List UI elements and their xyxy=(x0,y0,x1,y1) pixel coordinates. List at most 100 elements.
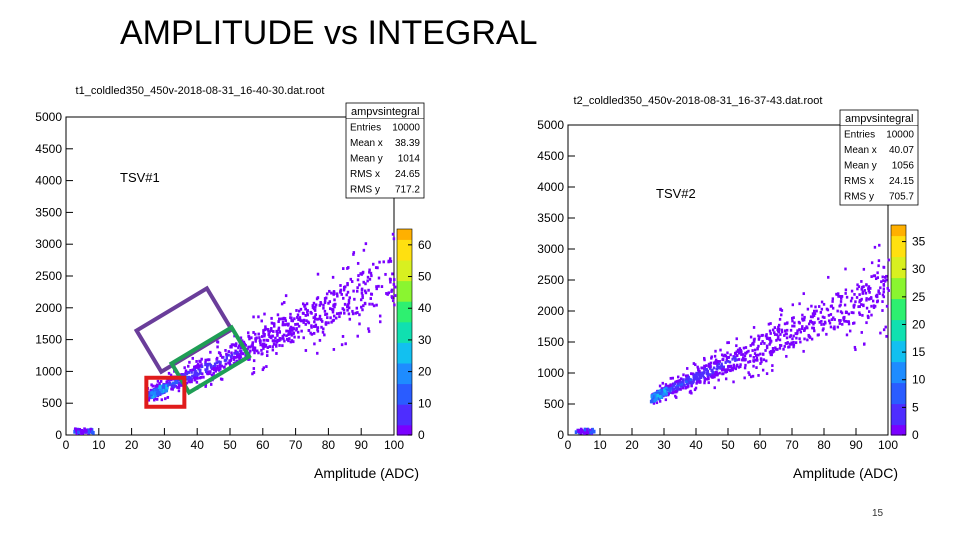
band-cell xyxy=(184,371,187,375)
band-cell xyxy=(276,339,279,343)
band-cell xyxy=(204,370,208,374)
band-cell xyxy=(728,368,732,372)
y-tick-label-tsv1-2: 1000 xyxy=(35,364,62,378)
y-tick-label-tsv2-7: 3500 xyxy=(537,211,564,225)
band-cell xyxy=(882,328,886,332)
x-tick-label-tsv2-5: 50 xyxy=(721,438,735,452)
band-cell xyxy=(761,368,765,372)
band-cell xyxy=(290,319,293,323)
colorbar-segment xyxy=(891,277,906,284)
band-cell xyxy=(696,375,699,379)
band-cell xyxy=(286,329,290,333)
band-cell xyxy=(813,329,816,333)
band-cell xyxy=(705,372,709,375)
band-cell xyxy=(244,343,247,347)
band-cell xyxy=(154,384,157,388)
colorbar-segment xyxy=(891,356,906,363)
band-cell xyxy=(265,354,269,357)
band-cell xyxy=(749,344,752,347)
band-cell xyxy=(694,377,697,380)
band-cell xyxy=(785,322,789,325)
band-cell xyxy=(295,327,298,331)
band-cell xyxy=(718,371,721,375)
band-cell xyxy=(206,372,210,376)
band-cell xyxy=(299,319,303,323)
hotspot-cell xyxy=(162,383,166,388)
band-cell xyxy=(862,285,865,289)
band-cell xyxy=(219,367,222,371)
band-cell xyxy=(820,307,824,311)
band-cell xyxy=(854,300,857,304)
band-cell xyxy=(820,319,823,323)
band-cell xyxy=(342,308,346,312)
band-cell xyxy=(776,333,779,337)
band-cell xyxy=(812,314,816,317)
band-cell xyxy=(313,320,316,324)
band-cell xyxy=(194,365,198,368)
hotspot-cell xyxy=(158,385,162,389)
band-cell xyxy=(690,372,693,376)
band-cell xyxy=(867,310,871,314)
band-cell xyxy=(331,310,335,314)
band-cell xyxy=(249,349,252,353)
band-cell xyxy=(802,349,805,353)
band-cell xyxy=(839,303,842,307)
band-cell xyxy=(881,275,884,279)
band-cell xyxy=(234,351,237,355)
band-cell xyxy=(185,372,189,376)
colorbar-segment xyxy=(397,301,412,307)
band-cell xyxy=(764,349,767,352)
band-cell xyxy=(283,323,287,327)
band-cell xyxy=(865,283,868,286)
band-cell xyxy=(849,299,853,303)
band-cell xyxy=(177,383,181,387)
band-cell xyxy=(267,328,270,331)
y-tick-label-tsv1-7: 3500 xyxy=(35,205,62,219)
band-cell xyxy=(348,317,352,321)
colorbar-segment xyxy=(397,337,412,343)
band-cell xyxy=(735,358,739,362)
band-cell xyxy=(860,280,863,283)
band-cell xyxy=(687,384,690,388)
band-cell xyxy=(222,365,226,369)
band-cell xyxy=(206,365,209,369)
band-cell xyxy=(310,332,314,336)
band-cell xyxy=(242,340,246,344)
band-cell xyxy=(703,379,706,383)
band-cell xyxy=(726,368,730,371)
band-cell xyxy=(241,352,244,356)
band-cell xyxy=(270,321,274,325)
band-cell xyxy=(821,328,825,332)
band-cell xyxy=(857,285,861,289)
band-cell xyxy=(760,342,763,346)
band-cell xyxy=(681,386,685,390)
band-cell xyxy=(149,388,153,392)
band-cell xyxy=(885,334,888,338)
band-cell xyxy=(370,274,373,278)
band-cell xyxy=(318,338,322,342)
band-cell xyxy=(705,367,708,371)
band-cell xyxy=(227,350,230,353)
band-cell xyxy=(827,275,830,279)
band-cell xyxy=(180,383,183,387)
band-cell xyxy=(297,317,300,321)
band-cell xyxy=(876,276,880,280)
band-cell xyxy=(680,382,683,386)
band-cell xyxy=(254,332,257,336)
band-cell xyxy=(271,334,274,338)
colorbar-segment xyxy=(397,229,412,235)
band-cell xyxy=(271,345,274,349)
band-cell xyxy=(793,321,796,325)
band-cell xyxy=(272,339,276,343)
band-cell xyxy=(356,278,360,282)
band-cell xyxy=(822,327,825,331)
band-cell xyxy=(289,312,292,316)
band-cell xyxy=(801,313,804,317)
band-cell xyxy=(287,322,290,326)
colorbar-tick-label-tsv1-6: 60 xyxy=(418,238,432,252)
band-cell xyxy=(228,361,232,365)
band-cell xyxy=(796,331,799,335)
band-cell xyxy=(366,275,370,279)
colorbar-segment xyxy=(891,387,906,394)
band-cell xyxy=(378,260,381,264)
